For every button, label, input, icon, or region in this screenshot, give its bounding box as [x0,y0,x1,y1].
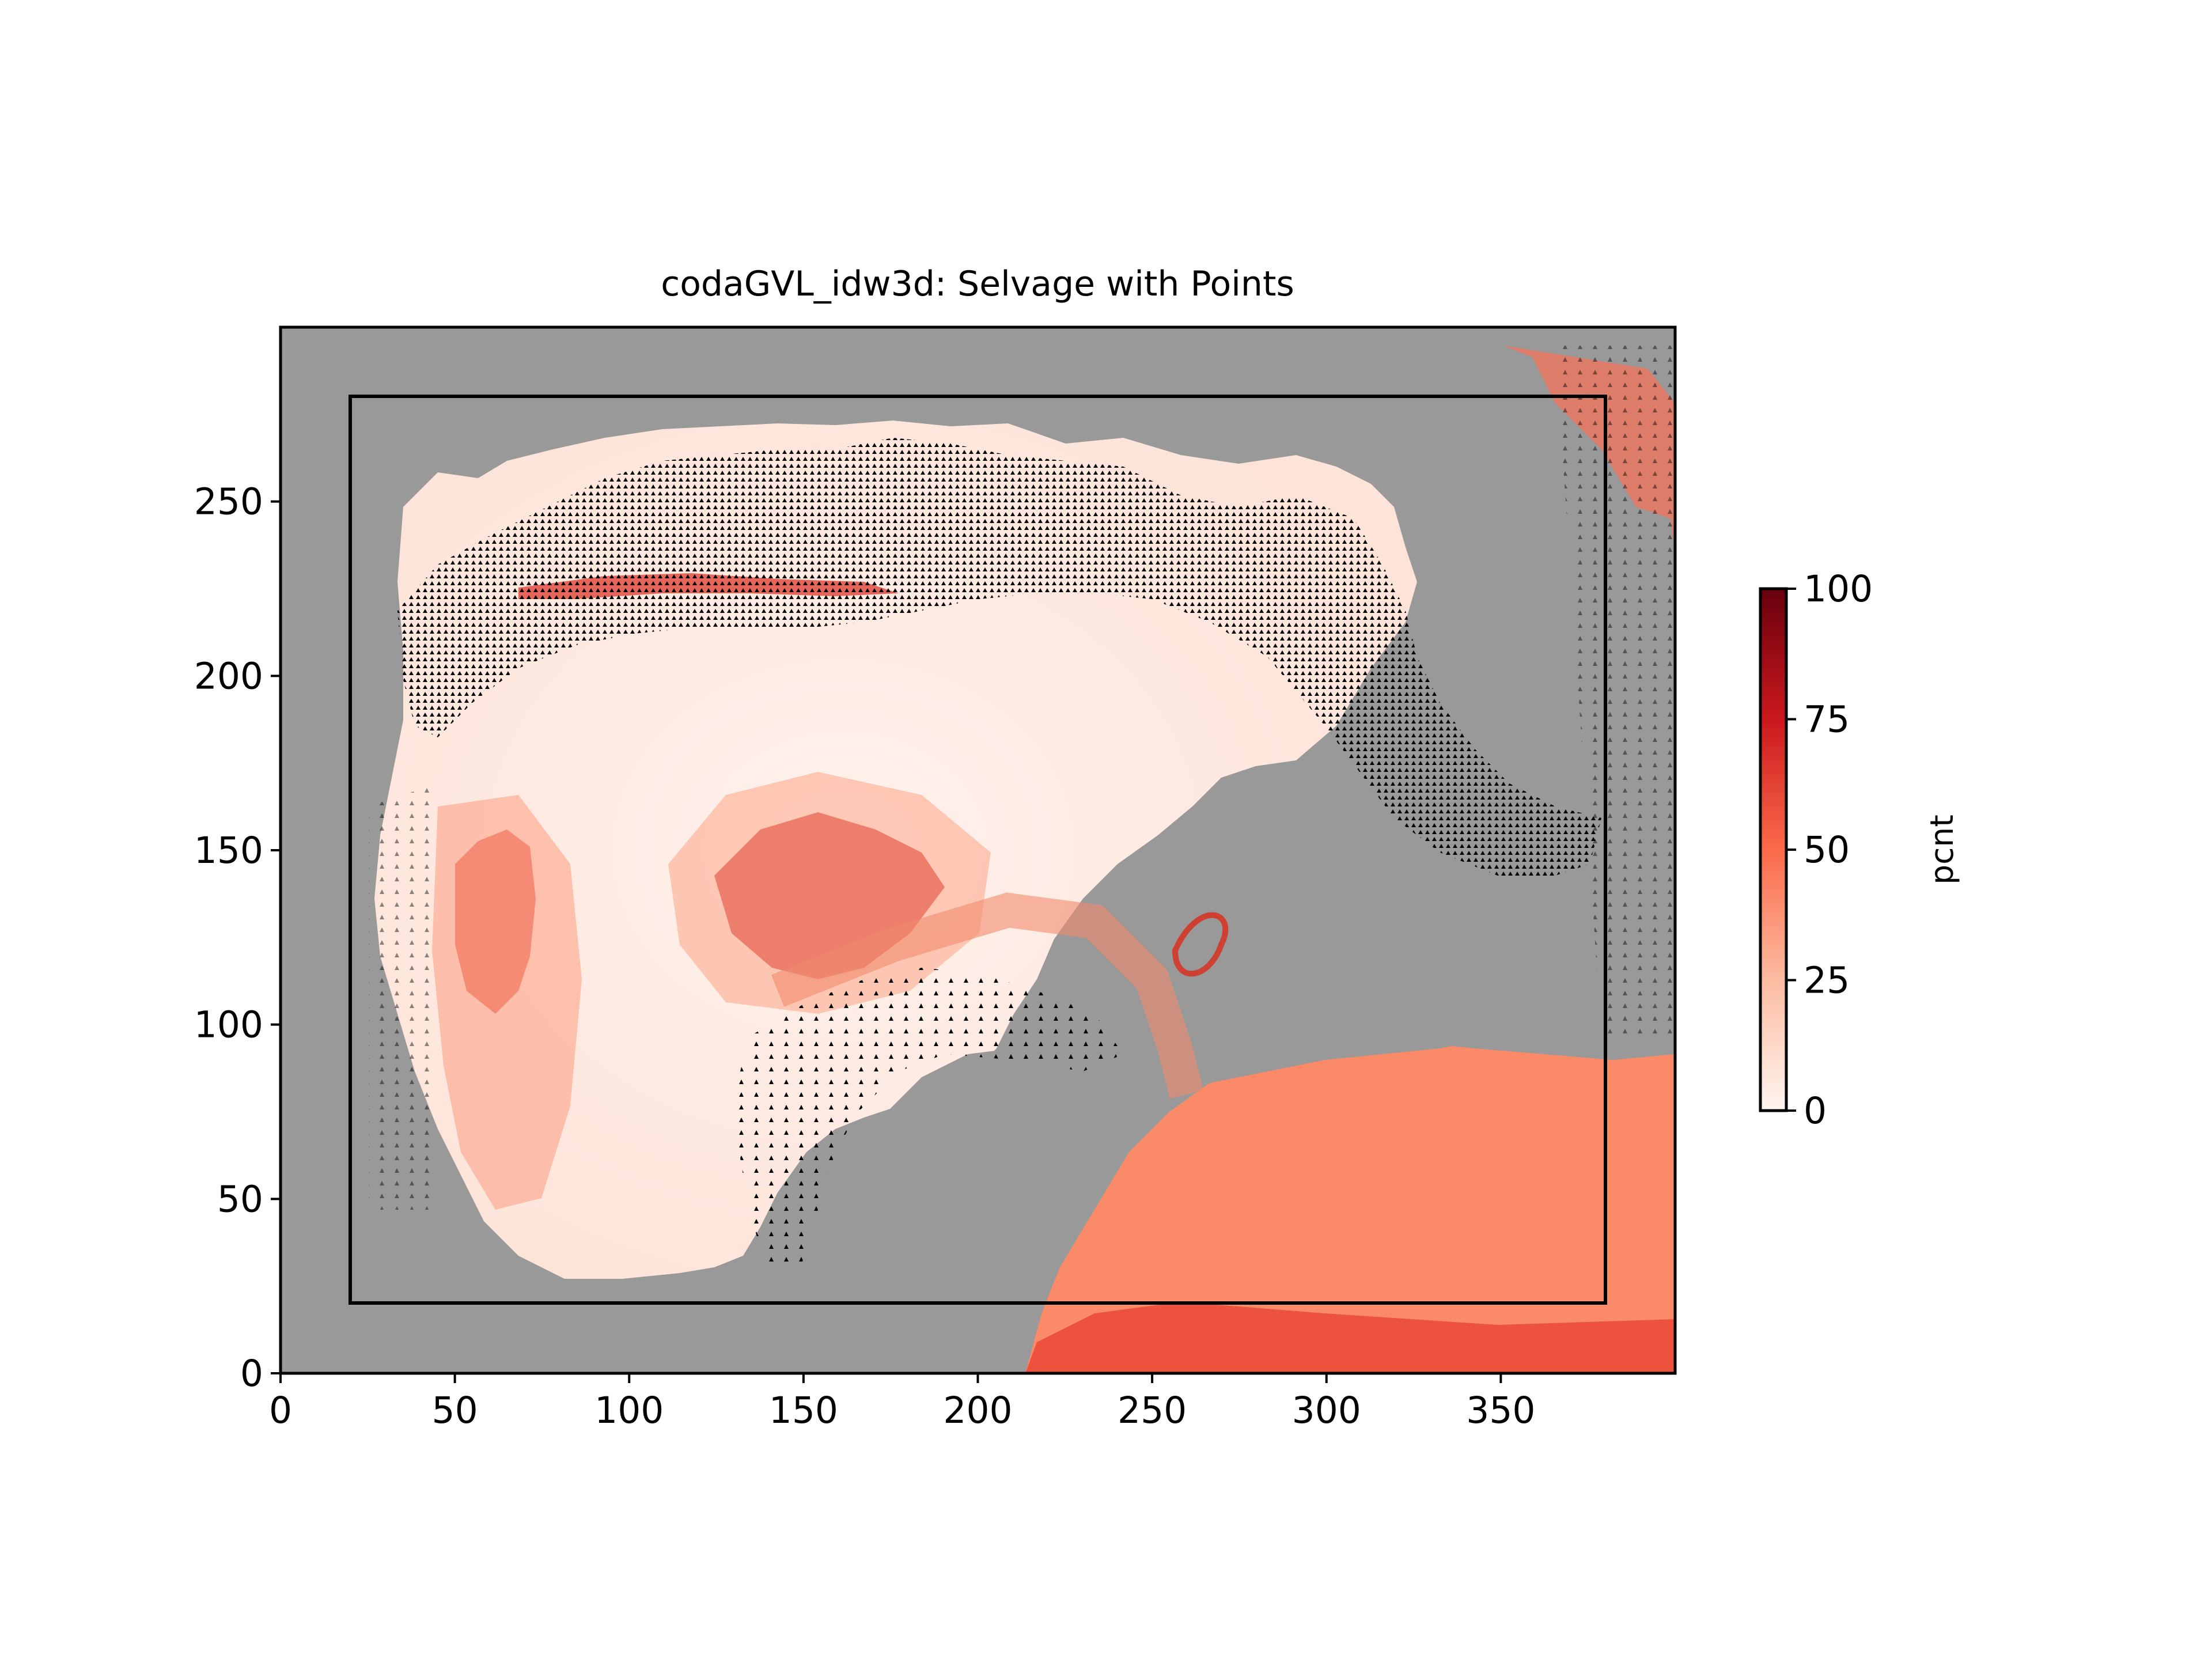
colorbar-gradient [1760,589,1786,1111]
plot-area [281,327,1675,1373]
y-tick-label: 50 [217,1178,263,1220]
caribbean-dark-band [1025,1302,1675,1373]
y-tick-label: 100 [194,1004,263,1046]
x-tick-label: 150 [769,1389,838,1431]
colorbar-tick-label: 50 [1804,829,1850,871]
western-gulf-halo [432,795,582,1210]
cuba-land [1256,974,1675,1060]
y-tick-label: 250 [194,481,263,523]
channel-streak [771,892,1204,1099]
yucatan-land [847,1048,1118,1373]
chart-title: codaGVL_idw3d: Selvage with Points [661,264,1294,304]
colorbar-label: pcnt [1923,815,1960,885]
y-tick-label: 200 [194,655,263,697]
y-tick-label: 0 [240,1353,263,1395]
colorbar-tick-label: 100 [1804,568,1873,610]
colorbar: 0 25 50 75 100 pcnt [1759,568,1960,1132]
colorbar-tick-label: 25 [1804,960,1850,1002]
selvage-box [349,395,1607,1305]
x-axis: 0 50 100 150 200 250 300 350 [269,1373,1536,1431]
y-axis: 0 50 100 150 200 250 [194,481,281,1395]
x-tick-label: 100 [594,1389,664,1431]
x-tick-label: 200 [943,1389,1012,1431]
colorbar-tick-label: 0 [1804,1090,1827,1132]
colorbar-tick-label: 75 [1804,699,1850,741]
x-tick-label: 250 [1118,1389,1187,1431]
caribbean-sea [1025,1031,1675,1373]
y-tick-label: 150 [194,830,263,872]
x-tick-label: 350 [1466,1389,1535,1431]
north-coast-points [397,438,1601,876]
x-tick-label: 50 [432,1389,478,1431]
x-tick-label: 0 [269,1389,292,1431]
x-tick-label: 300 [1292,1389,1361,1431]
loop-current [1172,912,1229,977]
colorbar-ticks: 0 25 50 75 100 [1786,568,1873,1132]
yucatan-shelf-points [737,968,1123,1267]
